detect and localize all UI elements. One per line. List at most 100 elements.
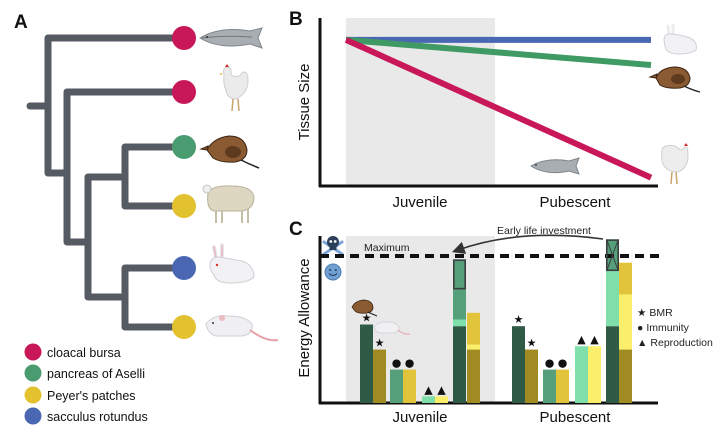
skull-crossbones-icon	[322, 236, 344, 256]
legend-item-peyers-patches: Peyer's patches	[24, 386, 136, 404]
chicken-icon	[219, 64, 249, 112]
bar-symbol: ★	[375, 337, 385, 350]
legend-item-immunity: ● Immunity	[637, 322, 690, 334]
panel-c: C Energy Allowance Juvenile Pubescent Ma…	[289, 219, 713, 425]
legend-swatch	[24, 407, 42, 425]
b-x-tick-juvenile: Juvenile	[392, 194, 447, 211]
tree-branch-chicken	[63, 88, 187, 246]
stacked-bar-segment-reproduction	[453, 319, 466, 327]
legend-swatch	[24, 386, 42, 404]
legend-swatch	[24, 364, 42, 382]
stacked-bar-segment-bmr	[619, 349, 632, 403]
bar-shrew-immunity-pubescent	[543, 369, 556, 403]
salmon-icon	[530, 157, 580, 175]
legend-label: sacculus rotundus	[47, 410, 148, 424]
shrew-icon	[351, 299, 378, 317]
rabbit-icon	[663, 23, 697, 55]
stacked-bar-segment-reproduction	[467, 344, 480, 350]
bar-mouse-immunity-juvenile	[403, 369, 416, 403]
panel-a: A	[14, 12, 279, 425]
b-series-lines	[344, 36, 653, 181]
stacked-bar-segment-reproduction	[606, 271, 619, 327]
bar-symbol: ▲	[590, 333, 599, 346]
c-x-tick-pubescent: Pubescent	[540, 409, 612, 425]
legend-item-pancreas-of-aselli: pancreas of Aselli	[24, 364, 145, 382]
legend-item-reproduction: ▲ Reproduction	[637, 337, 713, 349]
leaf-marker-shrew	[172, 135, 196, 159]
legend-swatch	[24, 343, 42, 361]
stacked-bar-segment-bmr	[467, 349, 480, 403]
mouse-icon	[373, 321, 411, 335]
bar-symbol: ▲	[424, 383, 433, 396]
early-life-investment-label: Early life investment	[497, 225, 591, 237]
tissue-legend: cloacal bursa pancreas of Aselli Peyer's…	[24, 343, 148, 425]
bar-shrew-reproduction-juvenile	[422, 396, 435, 403]
bar-mouse-bmr-juvenile	[373, 349, 386, 403]
leaf-marker-chicken	[172, 80, 196, 104]
bar-mouse-immunity-pubescent	[556, 369, 569, 403]
bar-shrew-bmr-juvenile	[360, 324, 373, 403]
early-life-investment-arrow	[451, 234, 604, 254]
shrew-icon	[199, 135, 260, 169]
tree-branch-rabbit-mouse	[121, 264, 187, 331]
tree-branch-mammal-split	[84, 173, 129, 301]
legend-label: pancreas of Aselli	[47, 367, 145, 381]
tree-branch-shrew-sheep	[121, 143, 187, 210]
b-y-axis-label: Tissue Size	[296, 64, 313, 141]
tree-leaf-markers	[172, 26, 196, 339]
panel-b: B Tissue Size Juvenile Pubescent	[289, 9, 701, 211]
bar-symbol: ●	[558, 357, 568, 370]
b-series-line-2	[344, 37, 653, 181]
leaf-marker-salmon	[172, 26, 196, 50]
legend-item-cloacal-bursa: cloacal bursa	[24, 343, 121, 361]
bar-symbol: ●	[405, 357, 415, 370]
bar-symbol: ●	[392, 357, 402, 370]
crossed-box	[605, 239, 619, 272]
c-y-axis-label: Energy Allowance	[296, 258, 313, 377]
phylogenetic-tree	[26, 34, 187, 331]
legend-item-sacculus-rotundus: sacculus rotundus	[24, 407, 148, 425]
c-x-tick-juvenile: Juvenile	[392, 409, 447, 425]
stacked-bar-segment-reproduction	[619, 294, 632, 350]
stacked-bar-segment-immunity	[619, 262, 632, 295]
bar-shrew-bmr-pubescent	[512, 326, 525, 403]
c-bars: ★ ★★ ★● ●● ●▲▲▲▲	[360, 239, 632, 403]
bar-symbol: ★	[527, 337, 537, 350]
leaf-marker-mouse	[172, 315, 196, 339]
stacked-bar-segment-immunity	[467, 312, 480, 345]
panel-a-label: A	[14, 12, 28, 33]
star-icon: ★	[637, 307, 647, 319]
shrew-icon	[648, 66, 701, 93]
cross-mark	[606, 240, 619, 271]
rabbit-icon	[209, 243, 255, 284]
b-x-tick-pubescent: Pubescent	[540, 194, 612, 211]
mouse-icon	[205, 315, 279, 342]
bar-shrew-reproduction-pubescent	[575, 346, 588, 403]
c-legend: ★ BMR ● Immunity ▲ Reproduction	[637, 307, 713, 349]
sheep-icon	[202, 184, 255, 223]
stacked-bar-segment-early-life-investment	[453, 259, 466, 290]
investment-box	[452, 259, 466, 290]
bar-symbol: ★	[362, 312, 372, 325]
legend-item-bmr: ★ BMR	[637, 307, 673, 319]
circle-icon: ●	[637, 322, 643, 334]
stacked-bar-segment-bmr	[453, 326, 466, 403]
b-series-line-1	[345, 36, 652, 69]
stacked-bar-segment-immunity	[453, 289, 466, 320]
smiley-face-icon	[324, 263, 342, 281]
bar-mouse-bmr-pubescent	[525, 349, 538, 403]
triangle-icon: ▲	[637, 337, 647, 349]
stacked-bar-segment-bmr	[606, 326, 619, 403]
bar-symbol: ▲	[577, 333, 586, 346]
bar-symbol: ●	[545, 357, 555, 370]
bar-mouse-reproduction-juvenile	[435, 396, 448, 403]
legend-label: cloacal bursa	[47, 346, 121, 360]
bar-mouse-reproduction-pubescent	[588, 346, 601, 403]
panel-c-label: C	[289, 219, 303, 240]
tree-branch-salmon	[44, 34, 187, 177]
bar-symbol: ★	[514, 313, 524, 326]
leaf-marker-sheep	[172, 194, 196, 218]
panel-b-label: B	[289, 9, 303, 30]
leaf-marker-rabbit	[172, 256, 196, 280]
